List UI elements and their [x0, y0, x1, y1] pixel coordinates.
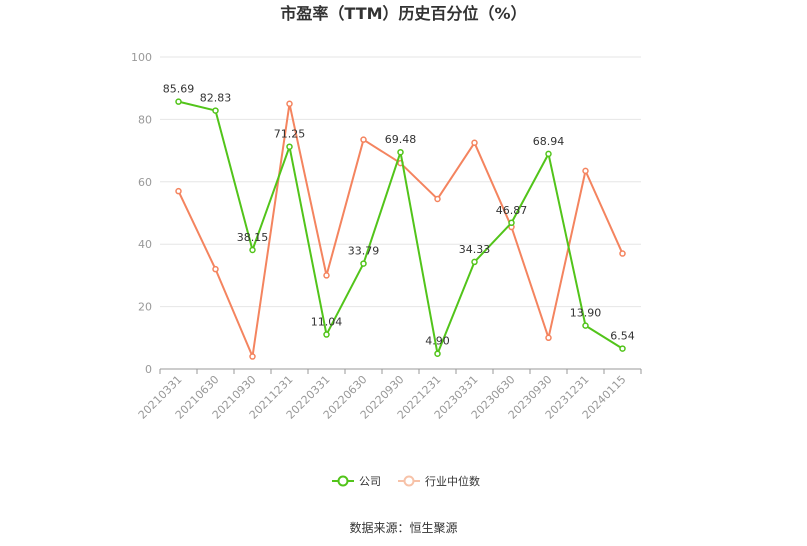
data-point[interactable] — [434, 195, 441, 203]
axes: 0204060801002021033120210630202109302021… — [131, 51, 642, 422]
data-label: 13.90 — [570, 307, 602, 320]
legend-label: 公司 — [359, 475, 381, 488]
data-label: 69.48 — [385, 133, 417, 146]
data-label: 85.69 — [163, 83, 195, 96]
data-point[interactable] — [249, 246, 256, 254]
data-point[interactable] — [434, 350, 441, 357]
data-point[interactable] — [582, 322, 589, 329]
data-point[interactable] — [360, 136, 367, 143]
data-label: 4.90 — [425, 335, 450, 348]
legend-marker — [337, 475, 349, 487]
data-point[interactable] — [323, 331, 330, 338]
legend-item-0[interactable]: 公司 — [332, 475, 381, 488]
y-tick-label: 40 — [138, 238, 152, 251]
data-point[interactable] — [212, 265, 219, 273]
data-point[interactable] — [471, 139, 478, 147]
data-point[interactable] — [360, 260, 367, 267]
data-label: 33.79 — [348, 245, 380, 258]
data-label: 38.15 — [237, 231, 269, 244]
legend[interactable]: 公司 行业中位数 — [332, 474, 480, 488]
data-point[interactable] — [545, 334, 552, 342]
legend-label: 行业中位数 — [425, 474, 480, 488]
data-label: 82.83 — [200, 92, 232, 105]
data-point[interactable] — [175, 98, 182, 105]
series — [175, 98, 626, 360]
source-note: 数据来源：恒生聚源 — [349, 520, 457, 535]
legend-item-1[interactable]: 行业中位数 — [398, 474, 480, 488]
legend-marker — [403, 475, 415, 487]
data-point[interactable] — [471, 258, 478, 266]
data-point[interactable] — [582, 167, 589, 175]
data-point[interactable] — [545, 150, 552, 158]
data-point[interactable] — [286, 143, 293, 150]
data-point[interactable] — [323, 272, 330, 279]
y-tick-label: 100 — [131, 51, 152, 64]
data-label: 6.54 — [610, 330, 635, 343]
y-tick-label: 0 — [145, 363, 152, 376]
data-label: 71.25 — [274, 128, 306, 141]
data-point[interactable] — [619, 250, 626, 257]
data-point[interactable] — [212, 107, 219, 114]
data-labels: 85.69 82.83 38.15 71.25 11.04 33.79 69.48 4.90 3… — [163, 83, 635, 348]
chart-title: 市盈率（TTM）历史百分位（%） — [280, 4, 526, 23]
y-tick-label: 60 — [138, 176, 152, 189]
data-point[interactable] — [397, 148, 404, 156]
y-tick-label: 20 — [138, 301, 152, 314]
data-point[interactable] — [619, 345, 626, 352]
data-label: 68.94 — [533, 135, 565, 148]
data-label: 34.33 — [459, 243, 491, 256]
data-label: 11.04 — [311, 316, 343, 329]
data-point[interactable] — [249, 353, 256, 360]
grid — [160, 56, 641, 308]
data-point[interactable] — [508, 219, 515, 227]
data-point[interactable] — [286, 100, 293, 108]
data-point[interactable] — [175, 187, 182, 195]
data-label: 46.87 — [496, 204, 528, 217]
y-tick-label: 80 — [138, 113, 152, 126]
